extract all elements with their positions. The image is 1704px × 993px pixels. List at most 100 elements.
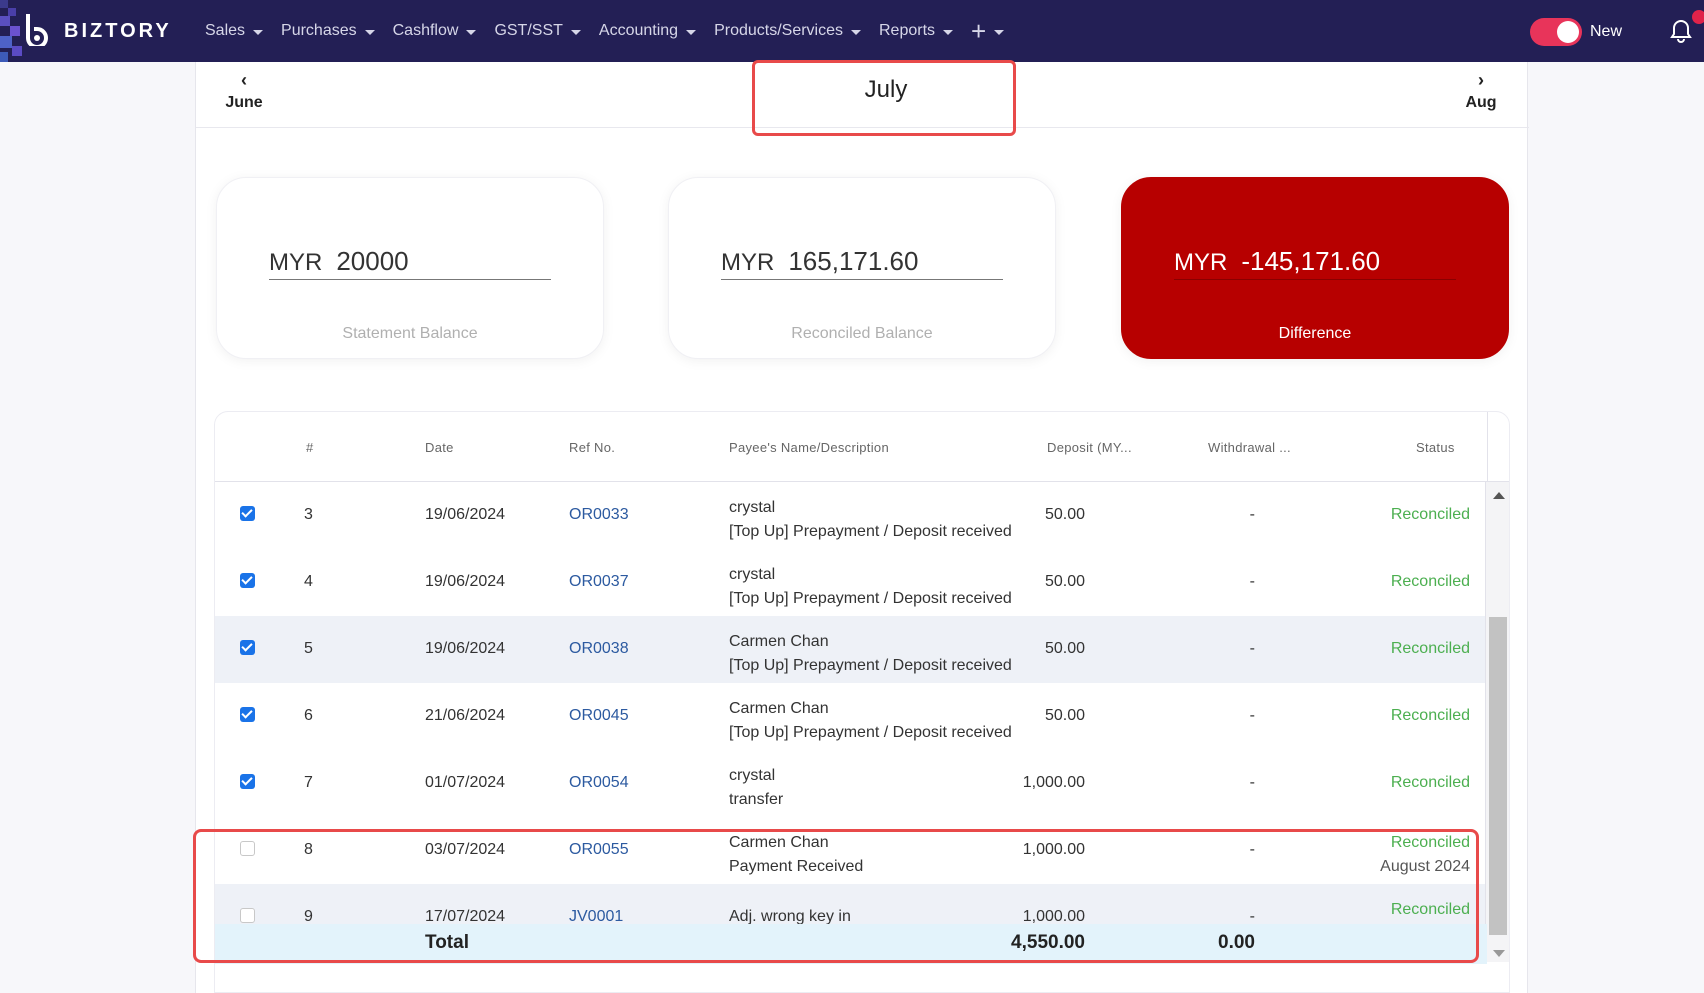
nav-products-services-label: Products/Services xyxy=(714,22,843,39)
next-month-button[interactable]: › Aug xyxy=(1451,70,1511,112)
col-ref-no[interactable]: Ref No. xyxy=(569,440,616,455)
nav-products-services[interactable]: Products/Services xyxy=(714,22,861,40)
nav-accounting-label: Accounting xyxy=(598,22,679,39)
row-number: 3 xyxy=(304,506,313,523)
total-deposit: 4,550.00 xyxy=(1011,932,1085,953)
row-description: [Top Up] Prepayment / Deposit received xyxy=(729,523,1012,540)
row-withdrawal: - xyxy=(1249,573,1255,590)
scroll-down-icon[interactable] xyxy=(1493,950,1505,957)
chevron-left-icon: ‹ xyxy=(241,70,247,90)
currency-label: MYR xyxy=(721,249,775,276)
col-deposit[interactable]: Deposit (MY... xyxy=(1047,440,1132,455)
chevron-down-icon xyxy=(994,29,1005,35)
new-ui-toggle[interactable]: New xyxy=(1530,18,1622,46)
chevron-right-icon: › xyxy=(1478,70,1484,90)
nav-sales[interactable]: Sales xyxy=(205,22,264,40)
row-description: Payment Received xyxy=(729,858,864,875)
nav-quick-add[interactable]: + xyxy=(971,18,1005,44)
table-row[interactable]: 6 21/06/2024 OR0045 Carmen Chan [Top Up] Pre… xyxy=(215,683,1487,750)
nav-cashflow[interactable]: Cashflow xyxy=(393,22,477,40)
row-payee: Carmen Chan xyxy=(729,700,829,717)
difference-label: Difference xyxy=(1278,325,1352,342)
scroll-up-icon[interactable] xyxy=(1493,492,1505,499)
row-withdrawal: - xyxy=(1249,774,1255,791)
row-withdrawal: - xyxy=(1249,506,1255,523)
nav-gst-sst[interactable]: GST/SST xyxy=(494,22,581,40)
table-row[interactable]: 4 19/06/2024 OR0037 crystal [Top Up] Prepaym… xyxy=(215,549,1487,616)
row-status: Reconciled xyxy=(1390,573,1470,590)
row-ref-link[interactable]: OR0033 xyxy=(569,506,629,523)
col-date[interactable]: Date xyxy=(425,440,454,455)
row-checkbox[interactable] xyxy=(240,640,255,655)
row-status: Reconciled xyxy=(1390,707,1470,724)
chevron-down-icon xyxy=(466,29,477,35)
logo-mark-icon xyxy=(0,0,62,62)
table-row[interactable]: 8 03/07/2024 OR0055 Carmen Chan Payment Rece… xyxy=(215,817,1487,884)
col-number[interactable]: # xyxy=(306,440,314,455)
row-payee: Carmen Chan xyxy=(729,834,829,851)
row-payee: crystal xyxy=(729,566,776,583)
highlight-month xyxy=(752,60,1016,136)
col-withdrawal[interactable]: Withdrawal ... xyxy=(1208,440,1291,455)
row-payee: Adj. wrong key in xyxy=(729,908,851,925)
nav-reports-label: Reports xyxy=(879,22,936,39)
row-checkbox[interactable] xyxy=(240,506,255,521)
row-deposit: 1,000.00 xyxy=(1022,841,1085,858)
difference-card: MYR -145,171.60 Difference xyxy=(1121,177,1509,359)
row-ref-link[interactable]: JV0001 xyxy=(569,908,624,925)
col-status[interactable]: Status xyxy=(1416,440,1455,455)
table-scrollbar[interactable] xyxy=(1485,482,1509,962)
table-row[interactable]: 5 19/06/2024 OR0038 Carmen Chan [Top Up] Pre… xyxy=(215,616,1487,683)
total-withdrawal: 0.00 xyxy=(1218,932,1255,953)
row-deposit: 50.00 xyxy=(1044,640,1085,657)
total-label: Total xyxy=(425,932,469,953)
row-checkbox[interactable] xyxy=(240,908,255,923)
row-withdrawal: - xyxy=(1249,707,1255,724)
table-row[interactable]: 7 01/07/2024 OR0054 crystal transfer 1,000.00… xyxy=(215,750,1487,817)
row-ref-link[interactable]: OR0038 xyxy=(569,640,629,657)
row-date: 03/07/2024 xyxy=(425,841,506,858)
row-ref-link[interactable]: OR0037 xyxy=(569,573,629,590)
row-ref-link[interactable]: OR0055 xyxy=(569,841,629,858)
next-month-label: Aug xyxy=(1465,94,1497,111)
row-checkbox[interactable] xyxy=(240,573,255,588)
row-date: 17/07/2024 xyxy=(425,908,506,925)
toggle-switch[interactable] xyxy=(1530,18,1582,46)
nav-reports[interactable]: Reports xyxy=(879,22,954,40)
nav-purchases[interactable]: Purchases xyxy=(281,22,375,40)
nav-accounting[interactable]: Accounting xyxy=(598,22,697,40)
brand-logo[interactable]: BIZTORY xyxy=(0,0,190,62)
row-date: 01/07/2024 xyxy=(425,774,506,791)
row-number: 5 xyxy=(304,640,313,657)
row-status: Reconciled xyxy=(1390,834,1470,851)
row-number: 8 xyxy=(304,841,313,858)
col-payee[interactable]: Payee's Name/Description xyxy=(729,440,889,455)
row-status-period: August 2024 xyxy=(1380,858,1470,875)
row-deposit: 50.00 xyxy=(1044,573,1085,590)
nav-purchases-label: Purchases xyxy=(281,22,357,39)
row-withdrawal: - xyxy=(1249,640,1255,657)
row-checkbox[interactable] xyxy=(240,774,255,789)
statement-balance-field[interactable]: MYR 20000 xyxy=(269,246,551,280)
reconciled-balance-field: MYR 165,171.60 xyxy=(721,246,1003,280)
row-ref-link[interactable]: OR0045 xyxy=(569,707,629,724)
main-nav: Sales Purchases Cashflow GST/SST Account… xyxy=(205,0,1022,62)
row-deposit: 1,000.00 xyxy=(1022,774,1085,791)
scroll-thumb[interactable] xyxy=(1489,617,1507,935)
table-row[interactable]: 3 19/06/2024 OR0033 crystal [Top Up] Prepaym… xyxy=(215,482,1487,549)
row-date: 21/06/2024 xyxy=(425,707,506,724)
row-number: 6 xyxy=(304,707,313,724)
row-checkbox[interactable] xyxy=(240,841,255,856)
row-withdrawal: - xyxy=(1249,908,1255,925)
reconciled-balance-label: Reconciled Balance xyxy=(791,325,933,342)
row-status: Reconciled xyxy=(1390,901,1470,918)
chevron-down-icon xyxy=(570,29,581,35)
prev-month-button[interactable]: ‹ June xyxy=(214,70,274,112)
month-selector: ‹ June July › Aug xyxy=(196,62,1529,128)
difference-field: MYR -145,171.60 xyxy=(1174,246,1456,280)
row-ref-link[interactable]: OR0054 xyxy=(569,774,629,791)
prev-month-label: June xyxy=(225,94,263,111)
row-checkbox[interactable] xyxy=(240,707,255,722)
bell-icon[interactable] xyxy=(1668,18,1694,44)
header-scroll-spacer xyxy=(1487,412,1509,482)
